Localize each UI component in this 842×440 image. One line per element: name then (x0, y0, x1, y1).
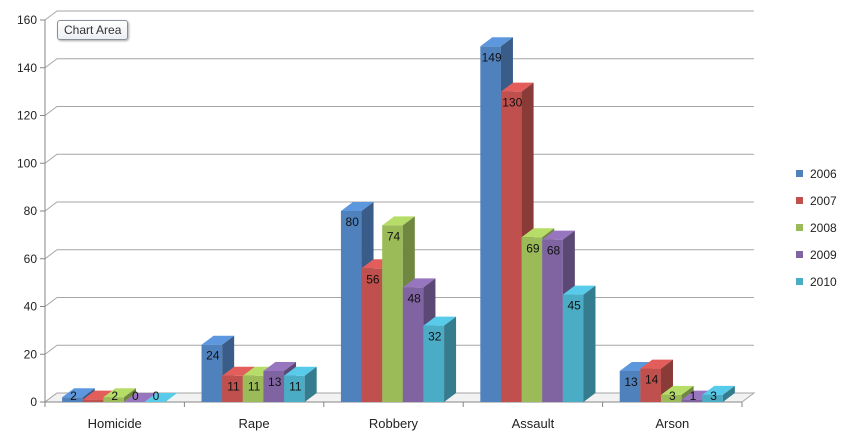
gridline (44, 10, 754, 21)
data-label: 2 (70, 389, 77, 403)
legend-label: 2006 (810, 166, 837, 181)
y-tick-label: 60 (24, 252, 38, 266)
bar[interactable] (124, 393, 157, 402)
y-tick-labels: 0 20 40 60 80 100 120 140 160 (17, 13, 37, 409)
data-label: 11 (248, 380, 261, 394)
data-label: 24 (206, 349, 220, 363)
legend-label: 2010 (810, 274, 837, 289)
chart-area-tooltip: Chart Area (57, 20, 129, 40)
legend-swatch (796, 197, 803, 204)
y-tick-label: 140 (17, 61, 37, 75)
data-label: 13 (624, 375, 638, 389)
data-label: 2 (111, 389, 118, 403)
data-label: 32 (428, 330, 442, 344)
legend-item[interactable]: 2008 (796, 214, 837, 241)
data-label: 149 (482, 50, 502, 64)
x-tick-label: Robbery (369, 416, 419, 431)
data-label: 0 (153, 389, 160, 403)
bar[interactable] (103, 388, 137, 402)
y-tick-label: 100 (17, 156, 37, 170)
bar[interactable] (702, 385, 735, 402)
bar[interactable] (423, 316, 457, 402)
bar[interactable] (144, 393, 178, 402)
legend[interactable]: 2006 2007 2008 2009 2010 (796, 160, 837, 295)
y-tick-label: 120 (17, 109, 37, 123)
y-tick-label: 0 (30, 395, 37, 409)
data-label: 11 (289, 380, 302, 394)
data-label: 48 (407, 291, 421, 305)
data-label: 3 (710, 389, 717, 403)
legend-item[interactable]: 2007 (796, 187, 837, 214)
bar[interactable] (562, 285, 596, 402)
y-tick-label: 160 (17, 13, 37, 27)
gridline (44, 58, 754, 69)
legend-swatch (796, 251, 803, 258)
y-tick-label: 20 (24, 347, 38, 361)
data-label: 3 (669, 389, 676, 403)
data-label: 0 (132, 389, 139, 403)
data-label: 130 (502, 96, 522, 110)
data-label: 80 (346, 215, 360, 229)
x-tick-label: Rape (239, 416, 270, 431)
x-tick-label: Homicide (88, 416, 142, 431)
y-tick-label: 80 (24, 204, 38, 218)
legend-label: 2007 (810, 193, 837, 208)
legend-item[interactable]: 2009 (796, 241, 837, 268)
data-label: 74 (387, 229, 401, 243)
x-tick-label: Assault (512, 416, 555, 431)
data-label: 68 (547, 244, 561, 258)
data-label: 14 (645, 373, 659, 387)
legend-swatch (796, 170, 803, 177)
data-label: 56 (366, 272, 380, 286)
legend-label: 2009 (810, 247, 837, 262)
legend-item[interactable]: 2010 (796, 268, 837, 295)
legend-swatch (796, 278, 803, 285)
bars (62, 37, 735, 402)
legend-swatch (796, 224, 803, 231)
data-label: 69 (526, 241, 540, 255)
x-tick-label: Arson (655, 416, 689, 431)
y-tick-label: 40 (24, 300, 38, 314)
legend-item[interactable]: 2006 (796, 160, 837, 187)
data-label: 11 (227, 380, 240, 394)
x-tick-labels: Homicide Rape Robbery Assault Arson (88, 416, 690, 431)
bar[interactable] (284, 366, 317, 402)
data-label: 45 (567, 299, 581, 313)
data-label: 13 (268, 375, 282, 389)
data-label: 1 (690, 389, 697, 403)
legend-label: 2008 (810, 220, 837, 235)
